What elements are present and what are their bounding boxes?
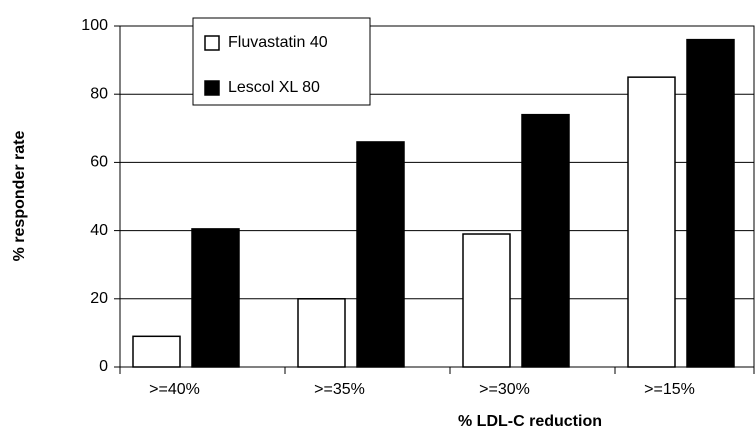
y-tick-label: 100 xyxy=(81,17,108,34)
legend-label: Lescol XL 80 xyxy=(228,79,320,96)
bar xyxy=(462,233,511,368)
y-axis-label: % responder rate xyxy=(11,131,28,262)
bar xyxy=(297,298,346,368)
legend-label: Fluvastatin 40 xyxy=(228,34,328,51)
legend-swatch xyxy=(204,80,220,96)
bar xyxy=(627,76,676,368)
x-tick-label: >=15% xyxy=(644,381,695,398)
y-tick-label: 80 xyxy=(90,85,108,102)
x-tick-label: >=40% xyxy=(149,381,200,398)
legend-swatch xyxy=(204,35,220,51)
bar xyxy=(132,335,181,368)
y-tick-label: 60 xyxy=(90,154,108,171)
y-tick-label: 0 xyxy=(99,358,108,375)
x-tick-label: >=30% xyxy=(479,381,530,398)
x-tick-label: >=35% xyxy=(314,381,365,398)
bar xyxy=(191,228,240,368)
bar xyxy=(686,38,735,368)
bar xyxy=(521,113,570,368)
y-tick-label: 20 xyxy=(90,290,108,307)
y-tick-label: 40 xyxy=(90,222,108,239)
x-axis-label: % LDL-C reduction xyxy=(458,413,602,430)
legend-box xyxy=(192,17,371,106)
bar xyxy=(356,141,405,368)
